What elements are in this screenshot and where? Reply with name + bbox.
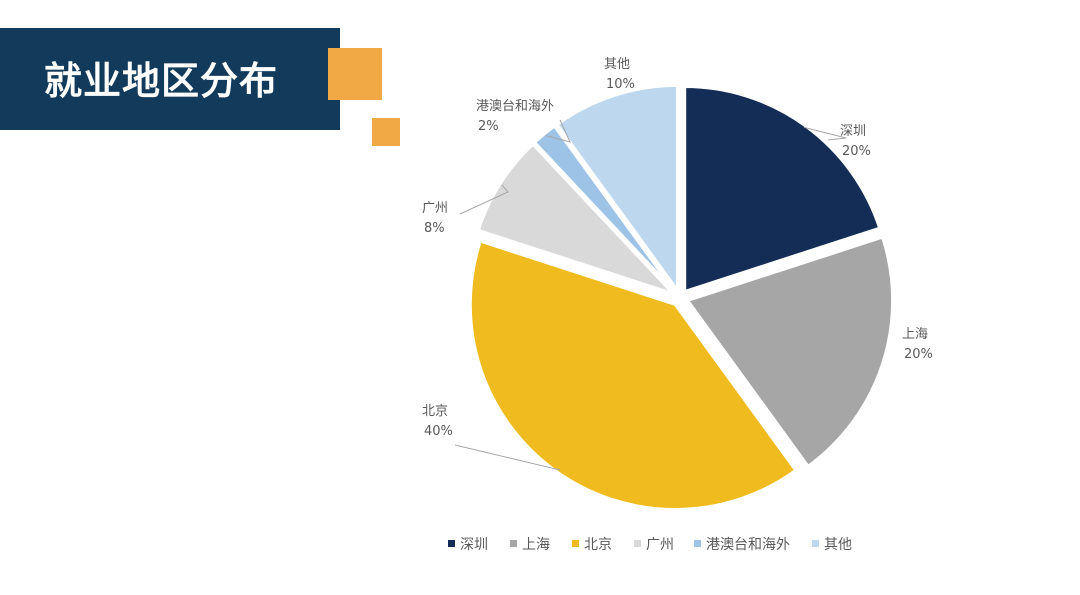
accent-square-large [328,48,382,100]
pie-slice-3 [476,142,675,296]
slice-label-5: 其他 [604,57,630,72]
pie-slice-5 [554,83,680,296]
slice-value-3: 8% [424,221,445,236]
leader-line-3 [459,184,509,215]
leader-line-0 [803,126,847,141]
leader-lines [454,119,847,471]
legend: 深圳 上海 北京 广州 港澳台和海外 其他 [448,537,852,553]
leader-line-2 [454,444,561,471]
legend-label-3: 广州 [646,537,674,553]
legend-label-5: 其他 [824,537,852,553]
slice-label-0: 深圳 [840,124,866,139]
legend-label-2: 北京 [584,537,612,553]
title-banner [0,28,340,130]
legend-swatch-3 [634,540,641,547]
legend-swatch-2 [572,540,579,547]
data-labels: 深圳 20% 上海 20% 北京 40% 广州 8% 港澳台和海外 2% 其他 10% [422,57,933,439]
pie-slice-1 [685,235,895,469]
slice-value-1: 20% [904,347,933,362]
slice-label-2: 北京 [422,404,448,419]
legend-swatch-0 [448,540,455,547]
slide-title: 就业地区分布 [44,59,279,103]
pie-slice-4 [532,123,677,293]
slice-label-1: 上海 [902,327,928,342]
slice-value-0: 20% [842,144,871,159]
legend-swatch-5 [812,540,819,547]
slice-value-2: 40% [424,424,453,439]
pie-slices [468,83,895,511]
legend-swatch-1 [510,540,517,547]
slice-value-5: 10% [606,77,635,92]
slice-value-4: 2% [478,119,499,134]
legend-label-0: 深圳 [460,537,488,553]
pie-slice-0 [683,85,882,294]
slice-label-3: 广州 [422,201,448,216]
accent-square-small [372,118,400,146]
legend-swatch-4 [694,540,701,547]
leader-line-4 [545,119,571,143]
pie-slice-2 [468,239,798,511]
legend-label-1: 上海 [522,537,550,553]
slice-label-4: 港澳台和海外 [476,98,554,114]
legend-label-4: 港澳台和海外 [706,537,790,553]
